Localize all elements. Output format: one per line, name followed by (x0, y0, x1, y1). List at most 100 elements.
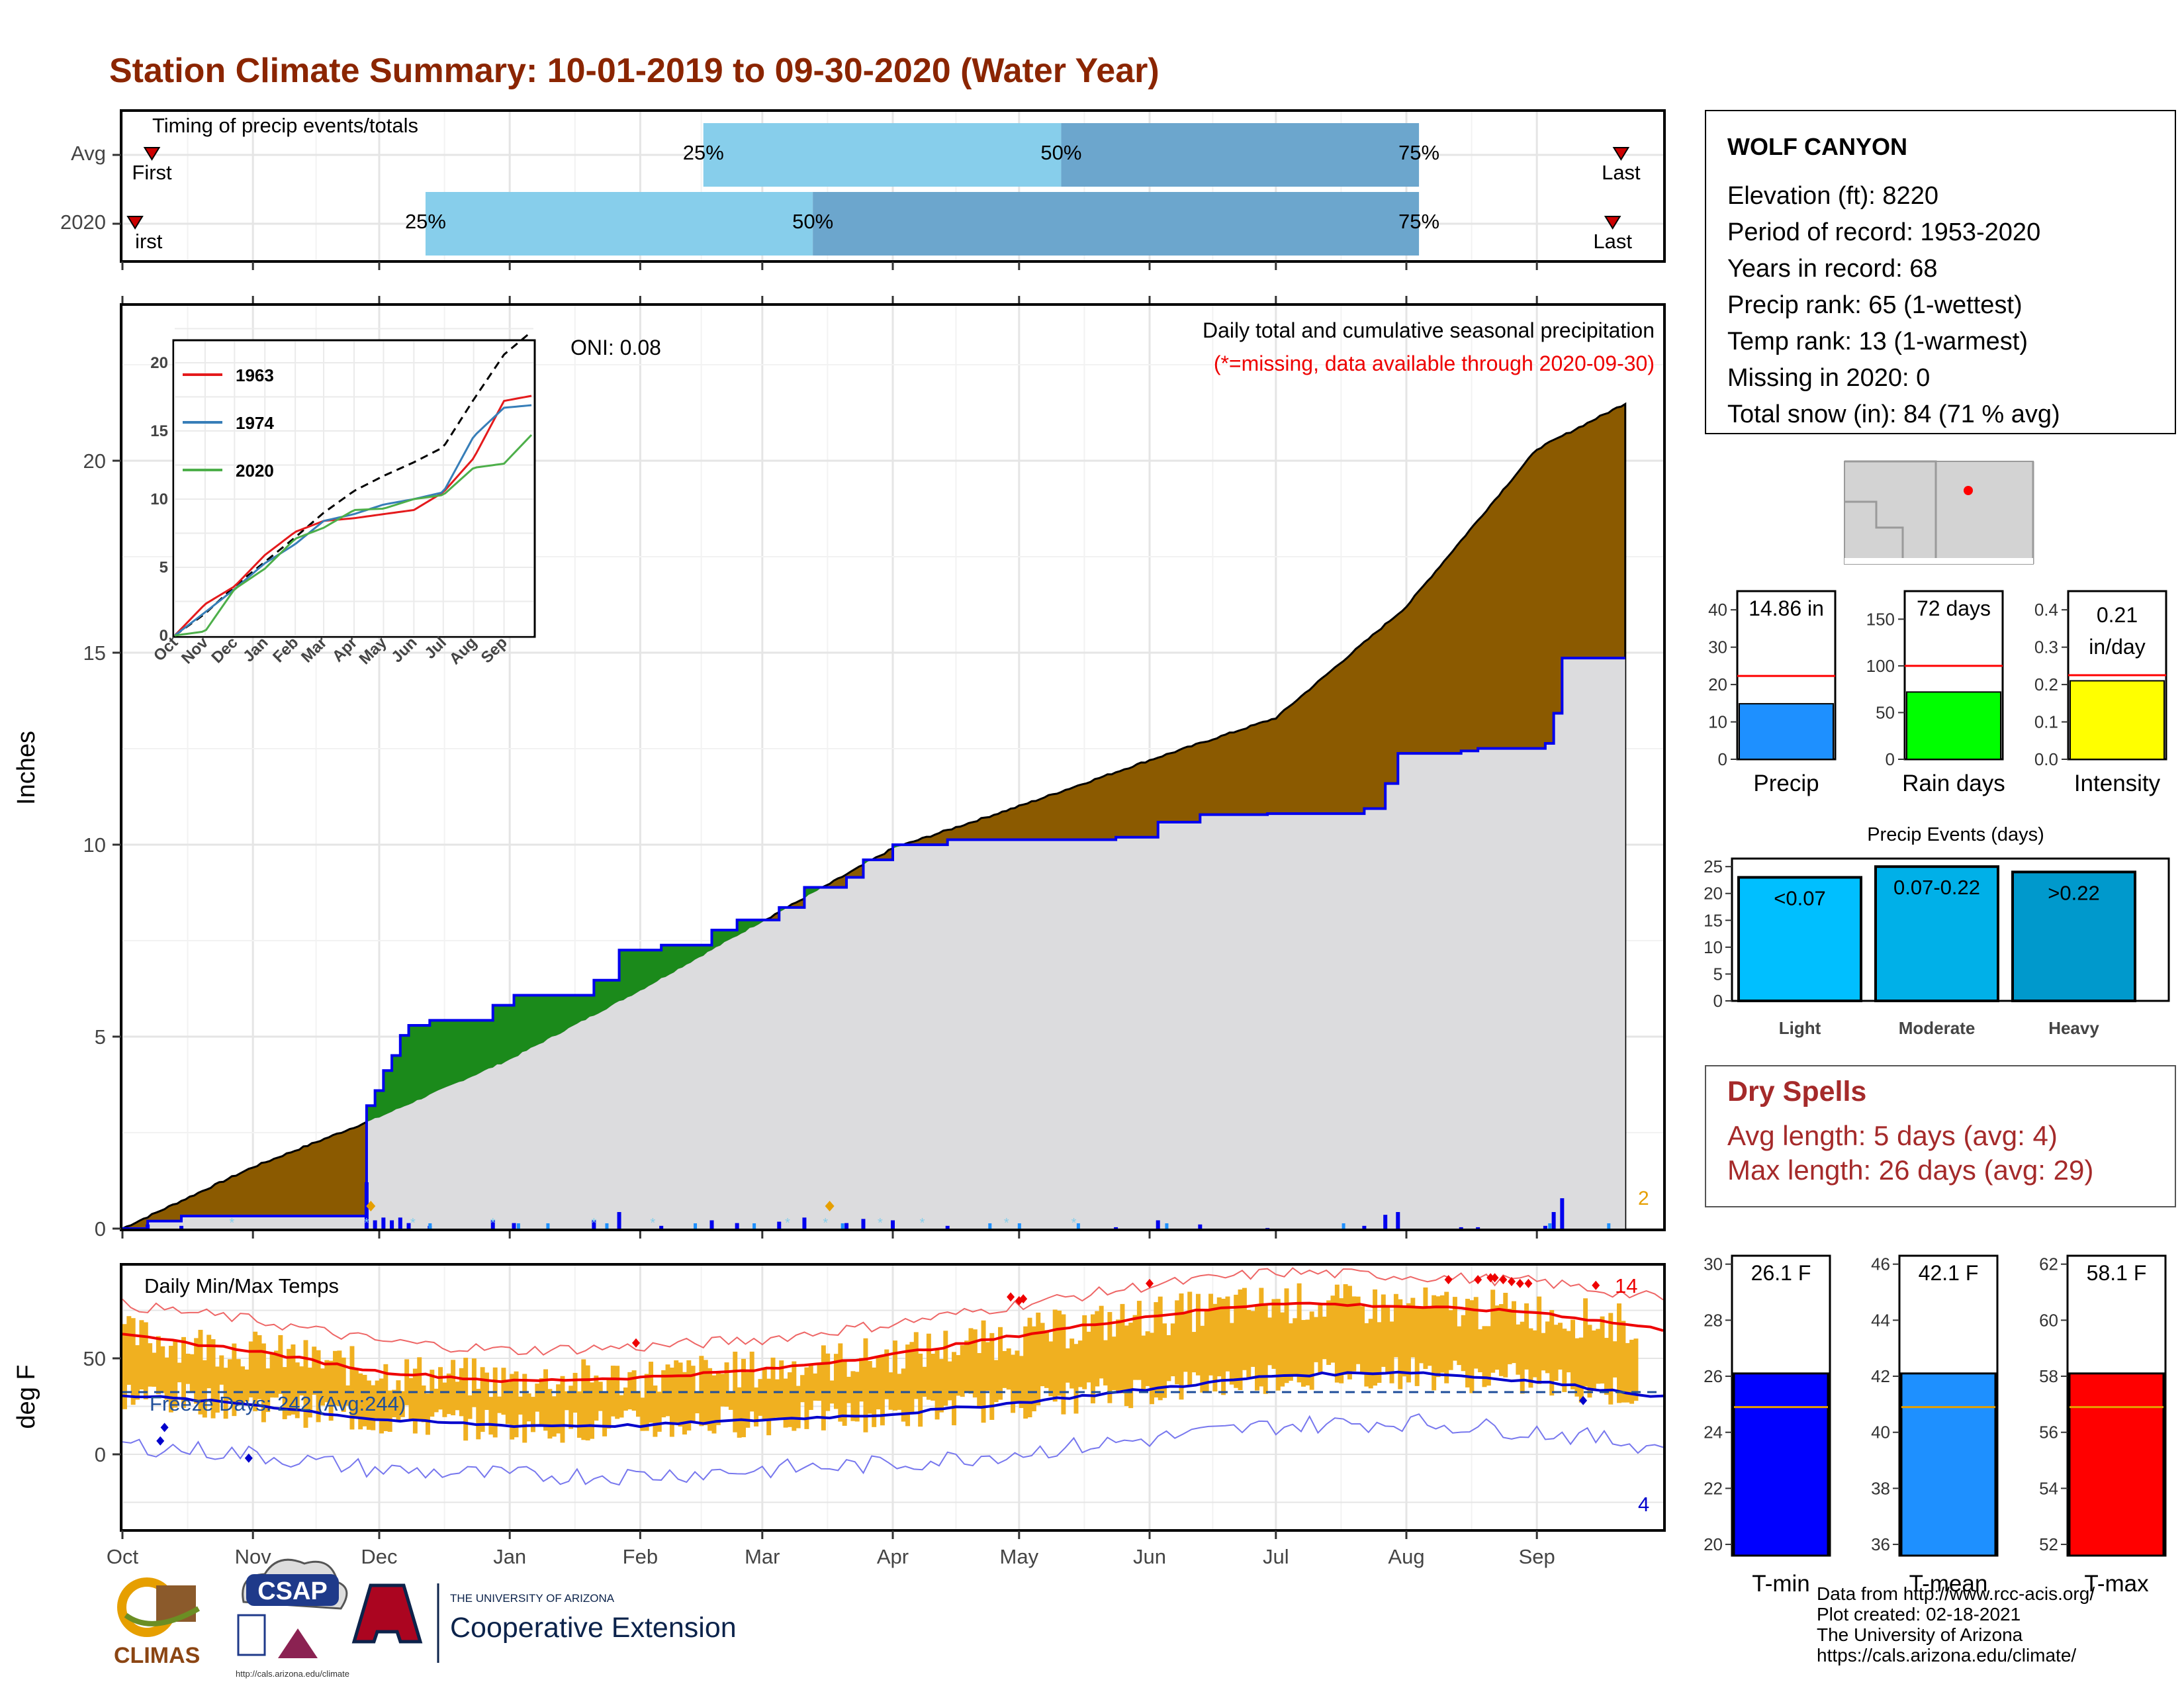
daily-temp-bar (148, 1343, 153, 1387)
daily-temp-bar (1011, 1354, 1016, 1413)
first-event-marker (143, 147, 161, 161)
daily-temp-bar (627, 1372, 633, 1410)
daily-temp-bar (1520, 1321, 1525, 1394)
daily-precip-bar (694, 1223, 698, 1229)
daily-temp-bar (1048, 1341, 1054, 1397)
daily-temp-bar (800, 1375, 805, 1403)
daily-temp-bar (1452, 1297, 1457, 1361)
daily-temp-bar (606, 1378, 612, 1429)
daily-temp-bar (492, 1367, 498, 1438)
daily-temp-bar (1216, 1297, 1222, 1377)
daily-precip-bar (752, 1223, 756, 1229)
temp-gauge-ytick-label: 38 (1871, 1478, 1890, 1498)
daily-temp-bar (926, 1333, 931, 1400)
daily-temp-bar (253, 1331, 258, 1411)
daily-temp-bar (324, 1360, 330, 1403)
daily-precip-bar (1156, 1220, 1160, 1229)
daily-temp-bar (1124, 1325, 1129, 1407)
daily-temp-bar (1334, 1284, 1340, 1383)
inset-xtick-label: Nov (178, 633, 212, 668)
daily-temp-bar (1465, 1299, 1471, 1387)
precip-gauge-bar (1739, 703, 1834, 760)
daily-temp-bar (396, 1380, 401, 1421)
daily-precip-bar (841, 1223, 844, 1229)
daily-temp-bar (1234, 1294, 1239, 1388)
daily-temp-bar (1612, 1341, 1617, 1378)
daily-temp-bar (1621, 1321, 1626, 1403)
daily-temp-bar (1537, 1296, 1542, 1384)
daily-temp-bar (341, 1357, 346, 1412)
ua-name: THE UNIVERSITY OF ARIZONA (450, 1592, 615, 1605)
daily-temp-bar (1259, 1288, 1264, 1387)
last-event-marker (1612, 147, 1630, 161)
daily-temp-bar (1116, 1319, 1121, 1391)
daily-precip-bar (390, 1220, 394, 1229)
daily-temp-bar (1473, 1297, 1479, 1369)
daily-temp-bar (631, 1370, 637, 1411)
inset-xtick-label: Feb (269, 633, 302, 666)
daily-temp-bar (888, 1372, 893, 1410)
inset-xtick-label: Mar (298, 633, 330, 666)
station-info-box: WOLF CANYON Elevation (ft): 8220 Period o… (1705, 110, 2176, 434)
daily-temp-bar (1604, 1338, 1609, 1395)
daily-temp-bar (228, 1359, 232, 1401)
daily-temp-bar (1326, 1300, 1332, 1365)
station-info-line: Temp rank: 13 (1-warmest) (1727, 328, 2028, 355)
university-logo: THE UNIVERSITY OF ARIZONA Cooperative Ex… (351, 1583, 737, 1663)
temp-panel-label: Daily Min/Max Temps (144, 1274, 339, 1297)
record-high-marker (1007, 1292, 1015, 1302)
temp-gauge-value: 42.1 F (1919, 1261, 1979, 1285)
daily-temp-bar (918, 1353, 923, 1427)
daily-temp-bar (160, 1346, 165, 1393)
inset-ytick-label: 0 (159, 627, 168, 645)
credit-line: https://cals.arizona.edu/climate/ (1817, 1645, 2077, 1665)
daily-temp-bar (636, 1391, 641, 1417)
daily-temp-bar (783, 1378, 788, 1428)
month-label: Nov (235, 1545, 272, 1568)
daily-temp-bar (1195, 1293, 1201, 1376)
daily-temp-bar (1107, 1312, 1113, 1403)
daily-temp-bar (522, 1374, 527, 1443)
daily-temp-bar (1293, 1318, 1298, 1375)
daily-temp-bar (1385, 1305, 1390, 1372)
daily-temp-bar (320, 1368, 325, 1406)
daily-precip-bar (406, 1223, 411, 1229)
gauge-ytick-label: 100 (1866, 656, 1895, 676)
inset-series-2020 (174, 434, 533, 637)
timing-q75-label: 75% (1398, 210, 1439, 233)
daily-temp-bar (295, 1362, 300, 1419)
gauge-ytick-label: 20 (1708, 675, 1727, 694)
snow-day-marker: * (920, 1216, 925, 1231)
daily-temp-bar (1204, 1309, 1209, 1391)
daily-temp-bar (1528, 1328, 1533, 1388)
daily-temp-bar (964, 1340, 970, 1393)
record-high-marker (1524, 1278, 1533, 1288)
precip-value: 14.86 in (1749, 596, 1824, 620)
daily-temp-bar (1482, 1326, 1487, 1387)
timing-row-avg-label: Avg (71, 142, 106, 165)
daily-temp-bar (366, 1380, 371, 1430)
daily-temp-bar (931, 1354, 936, 1401)
daily-temp-bar (1255, 1305, 1259, 1391)
temp-gauge-bar (1733, 1372, 1829, 1557)
daily-temp-bar (938, 1359, 944, 1413)
gauge-ytick-label: 0 (1886, 749, 1895, 769)
daily-temp-bar (421, 1385, 426, 1423)
credit-line: Plot created: 02-18-2021 (1817, 1604, 2021, 1624)
daily-temp-bar (1617, 1303, 1621, 1403)
daily-temp-bar (880, 1355, 885, 1426)
month-label: Mar (745, 1545, 780, 1568)
precip-ylabel: Inches (13, 731, 40, 805)
daily-temp-bar (993, 1360, 999, 1403)
daily-temp-bar (1398, 1299, 1403, 1389)
daily-temp-bar (177, 1362, 182, 1383)
daily-temp-bar (1583, 1298, 1588, 1387)
intensity-value: 0.21 (2097, 603, 2138, 627)
daily-temp-bar (1524, 1303, 1529, 1370)
inset-ytick-label: 10 (150, 491, 168, 508)
daily-temp-bar (787, 1372, 792, 1427)
daily-temp-bar (833, 1354, 839, 1409)
snow-day-marker: * (878, 1216, 883, 1231)
daily-temp-bar (1625, 1342, 1630, 1403)
daily-temp-bar (236, 1359, 241, 1405)
